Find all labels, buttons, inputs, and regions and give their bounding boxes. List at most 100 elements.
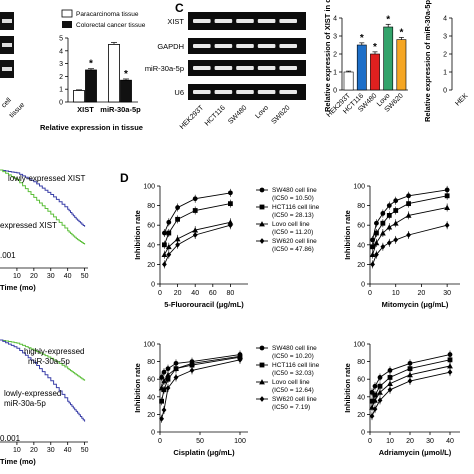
gel-band	[279, 44, 297, 48]
dose-response-mitomycin: 0 20 40 60 80 100 0 10 20 30 Mitomycin (μg/mL) Inhi…	[343, 184, 460, 309]
data-point	[175, 241, 180, 248]
x-tick-label: 20	[174, 290, 182, 297]
gel-lane-label: HEK293T	[179, 104, 206, 131]
series-line	[164, 221, 231, 255]
x-tick-label: 0	[368, 290, 372, 297]
data-point	[386, 213, 392, 218]
legend-label: (IC50 = 47.86)	[272, 246, 314, 253]
data-point	[165, 385, 171, 391]
bar-chart-cell-line: 01234HEK293T*HCT116*SW480*Lovo*SW620Rela…	[323, 0, 408, 119]
curve-label: lowly-expressed	[4, 389, 61, 398]
y-tick-label: 80	[147, 359, 155, 366]
x-tick-label: 30	[47, 447, 55, 454]
data-point	[447, 369, 453, 376]
y-tick-label: 0	[151, 430, 155, 437]
y-tick-label: 4	[443, 16, 447, 23]
y-tick-label: 3	[443, 34, 447, 41]
x-tick-label: 60	[209, 290, 217, 297]
x-category-label: XIST	[77, 105, 94, 114]
legend-swatch-paracarcinoma	[61, 9, 73, 18]
data-point	[393, 237, 399, 243]
x-tick-label: 0	[368, 438, 372, 445]
data-point	[175, 216, 180, 222]
legend-label: (IC50 = 12.64)	[272, 387, 314, 394]
data-point	[379, 230, 386, 236]
x-tick-label: 30	[426, 438, 434, 445]
legend-label: (IC50 = 28.13)	[272, 212, 314, 219]
data-point	[192, 196, 198, 202]
y-tick-label: 40	[357, 394, 365, 401]
gel-band	[236, 66, 254, 70]
y-tick-label: 40	[147, 394, 155, 401]
data-point	[372, 392, 378, 398]
data-point	[173, 360, 179, 366]
significance-mark: *	[89, 59, 93, 70]
gel-band	[279, 19, 297, 23]
partial-mir-axis: 4 3 2 1 0 Relative expression of miR-30a-5p i…	[423, 0, 470, 122]
series-line	[161, 356, 241, 402]
data-point	[374, 220, 379, 226]
gel-band	[193, 19, 211, 23]
series-line	[163, 224, 231, 265]
y-tick-label: 20	[147, 412, 155, 419]
data-point	[405, 212, 412, 218]
x-tick-label: 10	[392, 290, 400, 297]
x-tick-label: 10	[13, 273, 21, 280]
gel-row-label: U6	[174, 88, 184, 97]
data-point	[259, 221, 265, 227]
y-tick-label: 60	[147, 223, 155, 230]
y-tick-label: 1	[333, 70, 337, 77]
data-point	[259, 345, 265, 351]
y-tick-label: 3	[333, 34, 337, 41]
data-point	[161, 251, 168, 257]
data-point	[165, 366, 171, 372]
bar	[396, 39, 407, 91]
series-line	[161, 359, 241, 419]
data-point	[387, 380, 393, 386]
y-axis-title: Inhibition rate	[343, 210, 352, 260]
data-point	[175, 205, 181, 210]
y-tick-label: 2	[333, 52, 337, 59]
data-point	[166, 219, 172, 225]
x-tick-label: 30	[443, 290, 451, 297]
x-tick-label: 0	[158, 290, 162, 297]
series-line	[371, 365, 451, 408]
x-tick-label: 40	[64, 447, 72, 454]
legend-label: (IC50 = 7.19)	[272, 404, 310, 411]
data-point	[161, 369, 167, 375]
legend-label: Lovo cell line	[272, 221, 310, 228]
data-point	[228, 222, 233, 229]
significance-mark: *	[386, 14, 390, 25]
data-point	[237, 356, 243, 363]
x-tick-label: 20	[30, 447, 38, 454]
data-point	[192, 227, 199, 233]
y-tick-label: 3	[59, 61, 63, 68]
survival-curve	[0, 339, 86, 422]
gel-band	[193, 66, 211, 70]
data-point	[406, 201, 411, 207]
data-point	[444, 222, 450, 229]
gel-band	[214, 66, 233, 70]
y-tick-label: 0	[443, 88, 447, 95]
y-tick-label: 1	[59, 87, 63, 94]
y-tick-label: 4	[333, 16, 337, 23]
legend-label: (IC50 = 11.20)	[272, 229, 313, 236]
survival-curve	[0, 339, 86, 381]
data-point	[162, 242, 167, 248]
y-tick-label: 60	[357, 223, 365, 230]
data-point	[372, 383, 378, 389]
survival-curve	[0, 169, 86, 227]
y-tick-label: 5	[59, 36, 63, 43]
gel-lane-label: SW620	[270, 104, 291, 125]
data-point	[228, 201, 233, 207]
data-point	[392, 220, 399, 226]
data-point	[407, 366, 413, 372]
legend-label: SW620 cell line	[272, 396, 317, 403]
data-point	[372, 397, 378, 403]
gel-row-label: miR-30a-5p	[145, 64, 184, 73]
data-point	[374, 230, 379, 236]
data-point	[377, 389, 383, 395]
bar-chart-tissue: 0 1 2 3 4 5 * XIST * miR-30a-5p Relative expressio…	[40, 36, 143, 133]
